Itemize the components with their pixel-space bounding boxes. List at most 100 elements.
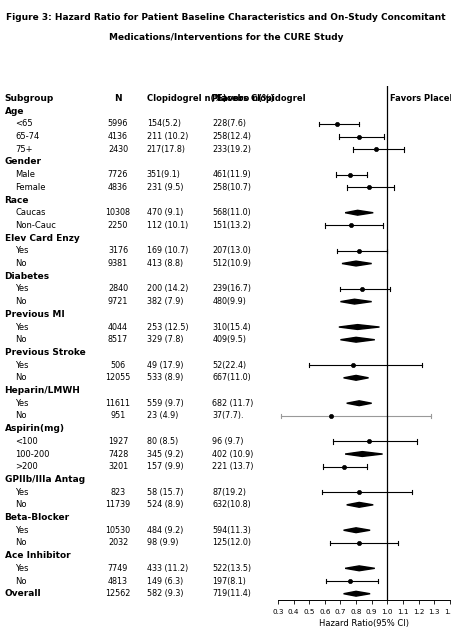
Text: 12055: 12055 xyxy=(105,373,130,382)
Text: 4836: 4836 xyxy=(108,183,128,192)
Polygon shape xyxy=(345,451,382,457)
Text: Yes: Yes xyxy=(15,284,29,293)
Text: No: No xyxy=(15,577,27,585)
Text: 559 (9.7): 559 (9.7) xyxy=(147,399,183,408)
Text: Yes: Yes xyxy=(15,488,29,497)
Text: 682 (11.7): 682 (11.7) xyxy=(212,399,253,408)
Text: 413 (8.8): 413 (8.8) xyxy=(147,259,183,268)
Text: Yes: Yes xyxy=(15,323,29,331)
Text: Heparin/LMWH: Heparin/LMWH xyxy=(5,386,80,395)
Polygon shape xyxy=(345,566,374,571)
Text: Yes: Yes xyxy=(15,564,29,573)
Text: 75+: 75+ xyxy=(15,145,33,154)
Text: 125(12.0): 125(12.0) xyxy=(212,538,251,547)
Text: 632(10.8): 632(10.8) xyxy=(212,500,251,509)
Text: >200: >200 xyxy=(15,462,38,471)
Text: 4813: 4813 xyxy=(108,577,128,585)
Polygon shape xyxy=(340,299,371,304)
Text: Yes: Yes xyxy=(15,526,29,535)
Text: Clopidogrel n(%): Clopidogrel n(%) xyxy=(147,94,226,103)
Polygon shape xyxy=(343,591,369,596)
Text: 65-74: 65-74 xyxy=(15,132,40,141)
Text: 1927: 1927 xyxy=(108,437,128,446)
Text: 594(11.3): 594(11.3) xyxy=(212,526,251,535)
Text: 4136: 4136 xyxy=(108,132,128,141)
Text: 151(13.2): 151(13.2) xyxy=(212,221,251,230)
Text: 11611: 11611 xyxy=(105,399,130,408)
Text: 10530: 10530 xyxy=(105,526,130,535)
Text: 506: 506 xyxy=(110,361,125,370)
Text: 80 (8.5): 80 (8.5) xyxy=(147,437,178,446)
Text: 2032: 2032 xyxy=(108,538,128,547)
Text: 96 (9.7): 96 (9.7) xyxy=(212,437,243,446)
Text: Yes: Yes xyxy=(15,399,29,408)
Text: 719(11.4): 719(11.4) xyxy=(212,589,251,598)
Text: 233(19.2): 233(19.2) xyxy=(212,145,251,154)
Text: No: No xyxy=(15,538,27,547)
Text: Favors Placebo: Favors Placebo xyxy=(390,94,451,103)
Text: Yes: Yes xyxy=(15,246,29,255)
Polygon shape xyxy=(338,324,379,330)
Text: GPIIb/IIIa Antag: GPIIb/IIIa Antag xyxy=(5,475,84,484)
Text: 7428: 7428 xyxy=(108,450,128,458)
Text: 345 (9.2): 345 (9.2) xyxy=(147,450,183,458)
Text: Race: Race xyxy=(5,196,29,204)
Text: 823: 823 xyxy=(110,488,125,497)
Text: Placebo n(%): Placebo n(%) xyxy=(212,94,274,103)
Text: 951: 951 xyxy=(110,411,125,420)
Text: N: N xyxy=(114,94,122,103)
X-axis label: Hazard Ratio(95% CI): Hazard Ratio(95% CI) xyxy=(318,619,408,628)
Text: 197(8.1): 197(8.1) xyxy=(212,577,246,585)
Text: Female: Female xyxy=(15,183,46,192)
Text: 231 (9.5): 231 (9.5) xyxy=(147,183,183,192)
Text: Ace Inhibitor: Ace Inhibitor xyxy=(5,551,70,560)
Text: No: No xyxy=(15,335,27,344)
Text: Gender: Gender xyxy=(5,157,41,166)
Polygon shape xyxy=(341,261,371,266)
Text: 239(16.7): 239(16.7) xyxy=(212,284,251,293)
Text: Yes: Yes xyxy=(15,361,29,370)
Text: Overall: Overall xyxy=(5,589,41,598)
Polygon shape xyxy=(345,210,373,215)
Text: Age: Age xyxy=(5,107,24,116)
Text: 100-200: 100-200 xyxy=(15,450,50,458)
Text: 52(22.4): 52(22.4) xyxy=(212,361,246,370)
Text: 382 (7.9): 382 (7.9) xyxy=(147,297,183,306)
Polygon shape xyxy=(340,337,374,342)
Text: 12562: 12562 xyxy=(105,589,130,598)
Text: 217(17.8): 217(17.8) xyxy=(147,145,185,154)
Polygon shape xyxy=(346,401,371,406)
Polygon shape xyxy=(343,528,369,533)
Text: 149 (6.3): 149 (6.3) xyxy=(147,577,183,585)
Text: 3176: 3176 xyxy=(108,246,128,255)
Text: 169 (10.7): 169 (10.7) xyxy=(147,246,188,255)
Text: No: No xyxy=(15,373,27,382)
Text: 433 (11.2): 433 (11.2) xyxy=(147,564,188,573)
Text: 480(9.9): 480(9.9) xyxy=(212,297,246,306)
Text: Diabetes: Diabetes xyxy=(5,272,50,281)
Text: 258(10.7): 258(10.7) xyxy=(212,183,251,192)
Text: Favors Clopidogrel: Favors Clopidogrel xyxy=(217,94,305,103)
Text: 258(12.4): 258(12.4) xyxy=(212,132,251,141)
Text: 200 (14.2): 200 (14.2) xyxy=(147,284,188,293)
Text: 4044: 4044 xyxy=(108,323,128,331)
Text: 522(13.5): 522(13.5) xyxy=(212,564,251,573)
Text: 10308: 10308 xyxy=(105,208,130,217)
Text: No: No xyxy=(15,297,27,306)
Text: Previous MI: Previous MI xyxy=(5,310,64,319)
Text: Figure 3: Hazard Ratio for Patient Baseline Characteristics and On-Study Concomi: Figure 3: Hazard Ratio for Patient Basel… xyxy=(6,13,445,22)
Text: 98 (9.9): 98 (9.9) xyxy=(147,538,178,547)
Text: 157 (9.9): 157 (9.9) xyxy=(147,462,183,471)
Text: 9721: 9721 xyxy=(108,297,128,306)
Text: Caucas: Caucas xyxy=(15,208,46,217)
Text: 228(7.6): 228(7.6) xyxy=(212,119,246,128)
Text: Previous Stroke: Previous Stroke xyxy=(5,348,85,357)
Text: 58 (15.7): 58 (15.7) xyxy=(147,488,183,497)
Text: 329 (7.8): 329 (7.8) xyxy=(147,335,183,344)
Text: Non-Cauc: Non-Cauc xyxy=(15,221,56,230)
Text: 7749: 7749 xyxy=(108,564,128,573)
Text: 5996: 5996 xyxy=(108,119,128,128)
Text: 2430: 2430 xyxy=(108,145,128,154)
Text: Subgroup: Subgroup xyxy=(5,94,54,103)
Text: 409(9.5): 409(9.5) xyxy=(212,335,246,344)
